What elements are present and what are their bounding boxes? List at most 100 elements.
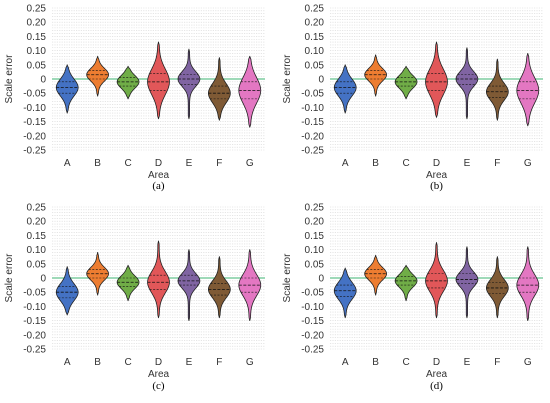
x-axis-label: Area <box>148 369 170 380</box>
x-tick-label: C <box>402 357 409 368</box>
y-tick-label: -0.25 <box>301 146 324 157</box>
violin-B <box>364 54 388 97</box>
y-tick-label: 0.15 <box>305 231 325 242</box>
x-tick-label: A <box>64 357 71 368</box>
violin-A <box>333 267 357 319</box>
y-tick-label: 0.15 <box>27 32 47 43</box>
x-tick-label: D <box>433 158 440 169</box>
x-tick-label: D <box>155 357 162 368</box>
x-tick-label: G <box>524 357 532 368</box>
x-tick-label: E <box>186 357 193 368</box>
y-tick-label: -0.20 <box>23 330 46 341</box>
y-tick-label: -0.15 <box>23 117 46 128</box>
y-tick-label: 0.25 <box>27 203 47 214</box>
y-axis-label: Scale error <box>4 54 15 104</box>
y-tick-label: 0.10 <box>27 46 47 57</box>
y-tick-label: 0.10 <box>305 46 325 57</box>
chart-panel-b: 0.25 0.20 0.15 0.10 0.05 0 -0.05 -0.10 -0.15 -0.2… <box>282 4 543 192</box>
y-tick-label: 0.20 <box>27 217 47 228</box>
y-tick-label: -0.25 <box>23 146 46 157</box>
y-tick-label: -0.20 <box>301 330 324 341</box>
y-tick-label: 0.20 <box>305 18 325 29</box>
x-tick-label: B <box>372 158 379 169</box>
violin-D <box>425 41 448 118</box>
violin-A <box>55 266 79 316</box>
chart-panel-a: 0.25 0.20 0.15 0.10 0.05 0 -0.05 -0.10 -0.15 -0.2… <box>4 4 265 192</box>
y-tick-label: 0.25 <box>27 4 47 15</box>
x-tick-label: B <box>372 357 379 368</box>
violin-F <box>486 256 509 319</box>
x-axis-label: Area <box>148 170 170 181</box>
x-tick-label: A <box>342 357 349 368</box>
violin-B <box>86 55 110 97</box>
x-tick-label: D <box>155 158 162 169</box>
x-tick-label: B <box>94 158 101 169</box>
violin-D <box>425 242 448 319</box>
x-tick-label: A <box>64 158 71 169</box>
violin-E <box>455 246 479 319</box>
x-tick-label: E <box>186 158 193 169</box>
x-tick-label: F <box>494 357 500 368</box>
violin-E <box>455 47 479 120</box>
y-tick-label: -0.05 <box>23 89 46 100</box>
y-tick-label: -0.05 <box>23 288 46 299</box>
violin-C <box>116 65 140 100</box>
y-tick-label: 0.05 <box>305 259 325 270</box>
y-axis-label: Scale error <box>4 253 15 303</box>
x-tick-label: C <box>402 158 409 169</box>
y-tick-label: -0.10 <box>23 103 46 114</box>
y-tick-label: 0.05 <box>27 259 47 270</box>
violin-C <box>116 264 140 302</box>
x-tick-label: F <box>494 158 500 169</box>
y-tick-label: -0.25 <box>23 345 46 356</box>
violin-E <box>177 249 201 321</box>
y-tick-label: 0.25 <box>305 203 325 214</box>
y-tick-label: -0.15 <box>23 316 46 327</box>
x-tick-label: A <box>342 158 349 169</box>
y-tick-label: 0.05 <box>305 60 325 71</box>
y-tick-label: 0.15 <box>27 231 47 242</box>
violin-C <box>394 65 418 100</box>
y-tick-label: 0 <box>318 75 324 86</box>
y-axis-label: Scale error <box>282 54 293 104</box>
violin-E <box>177 48 201 120</box>
x-axis-label: Area <box>426 170 448 181</box>
y-tick-label: -0.15 <box>301 117 324 128</box>
y-tick-label: 0 <box>40 274 46 285</box>
violin-A <box>55 64 79 114</box>
violin-F <box>207 256 231 319</box>
y-tick-label: 0.15 <box>305 32 325 43</box>
panel-caption: (a) <box>152 180 165 192</box>
violin-D <box>147 240 170 319</box>
y-tick-label: 0.10 <box>305 245 325 256</box>
x-tick-label: G <box>524 158 532 169</box>
y-tick-label: 0.20 <box>27 18 47 29</box>
x-tick-label: F <box>216 357 222 368</box>
panel-caption: (c) <box>152 380 165 392</box>
x-tick-label: C <box>124 158 131 169</box>
panel-caption: (d) <box>430 380 443 392</box>
chart-panel-d: 0.25 0.20 0.15 0.10 0.05 0 -0.05 -0.10 -0.15 -0.2… <box>282 203 543 392</box>
y-tick-label: -0.20 <box>301 131 324 142</box>
y-tick-label: 0 <box>40 75 46 86</box>
panel-caption: (b) <box>430 180 443 192</box>
x-tick-label: E <box>464 158 471 169</box>
y-axis-label: Scale error <box>282 253 293 303</box>
y-tick-label: 0.05 <box>27 60 47 71</box>
y-tick-label: 0 <box>318 274 324 285</box>
violin-G <box>516 53 540 127</box>
chart-panel-c: 0.25 0.20 0.15 0.10 0.05 0 -0.05 -0.10 -0.15 -0.2… <box>4 203 265 392</box>
y-tick-label: -0.10 <box>23 302 46 313</box>
violin-F <box>207 57 231 121</box>
x-axis-label: Area <box>426 369 448 380</box>
violin-F <box>485 58 509 121</box>
x-tick-label: F <box>216 158 222 169</box>
violin-G <box>238 55 262 128</box>
x-tick-label: B <box>94 357 101 368</box>
x-tick-label: G <box>246 158 254 169</box>
y-tick-label: 0.20 <box>305 217 325 228</box>
y-tick-label: -0.05 <box>301 89 324 100</box>
y-tick-label: -0.25 <box>301 345 324 356</box>
x-tick-label: D <box>433 357 440 368</box>
